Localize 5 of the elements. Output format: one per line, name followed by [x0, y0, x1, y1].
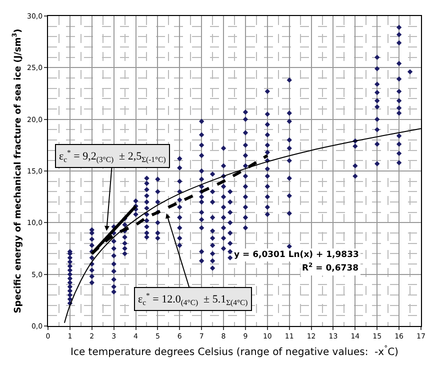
x-axis-title: Ice temperature degrees Celsius (range of negative values: -x$^{°}$C) — [70, 344, 399, 358]
annotation: R$^{2}$ = 0,6738 — [302, 262, 359, 274]
annotation: ε$_{c}$$^{*}$ = 12.0$_{(4°C)}$ ± 5.1$_{Σ(4°C)}$ — [138, 291, 248, 307]
annotation: ε$_{c}$$^{*}$ = 9,2$_{(3°C)}$ ± 2,5$_{Σ(-1°C)}$ — [59, 148, 166, 164]
annotation: y = 6,0301 Ln(x) + 1,9833 — [234, 250, 359, 260]
